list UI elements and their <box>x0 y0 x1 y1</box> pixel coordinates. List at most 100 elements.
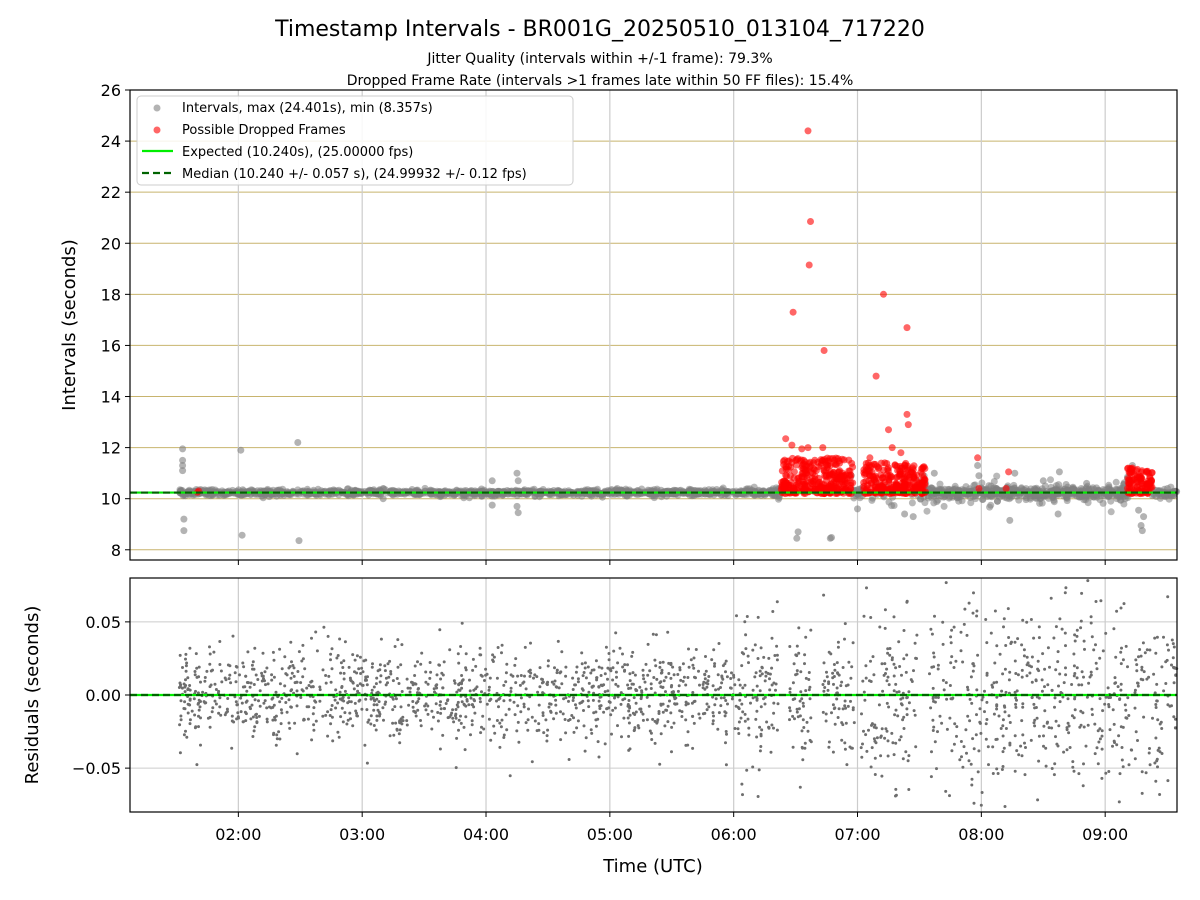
residual-point <box>772 726 775 730</box>
interval-point <box>940 502 948 510</box>
residual-point <box>524 721 528 725</box>
residual-point <box>436 711 440 714</box>
interval-point <box>936 480 944 488</box>
residual-point <box>471 668 475 672</box>
residual-point <box>824 719 828 723</box>
residual-point <box>829 652 833 656</box>
residual-point <box>379 637 383 641</box>
residual-point <box>614 670 618 674</box>
interval-point <box>1006 516 1014 524</box>
residual-point <box>567 719 570 722</box>
dropped-frame-point <box>795 479 803 487</box>
residual-point <box>836 671 839 675</box>
interval-point <box>1008 492 1016 500</box>
residual-point <box>1100 776 1104 780</box>
residual-point <box>560 682 564 686</box>
residual-point <box>280 711 284 715</box>
residual-point <box>847 660 851 664</box>
residual-point <box>1119 662 1123 666</box>
residual-point <box>886 739 890 743</box>
residual-point <box>528 668 532 672</box>
residual-point <box>1043 685 1046 689</box>
residual-point <box>737 707 741 711</box>
residual-point <box>411 700 415 703</box>
residual-point <box>772 681 776 685</box>
residual-point <box>249 717 253 721</box>
residual-point <box>547 705 551 709</box>
dropped-frame-point <box>804 444 812 452</box>
residual-point <box>970 701 974 705</box>
residual-point <box>428 676 432 680</box>
residual-point <box>768 688 772 692</box>
residual-point <box>324 681 328 685</box>
residual-point <box>571 676 575 680</box>
residual-point <box>1118 697 1122 701</box>
residual-point <box>950 697 954 701</box>
residual-point <box>377 700 381 704</box>
residual-point <box>383 664 387 668</box>
residual-point <box>865 749 869 753</box>
residual-point <box>912 669 915 673</box>
residual-point <box>882 673 886 677</box>
residual-point <box>1155 699 1159 703</box>
residual-point <box>985 700 989 704</box>
interval-point <box>178 490 186 498</box>
interval-point <box>514 509 522 517</box>
residual-point <box>1004 690 1008 694</box>
residual-point <box>996 772 1000 775</box>
residual-point <box>679 678 683 682</box>
residual-point <box>873 723 877 727</box>
interval-point <box>493 490 501 498</box>
residual-point <box>1025 620 1029 624</box>
residual-point <box>377 710 381 714</box>
residual-point <box>967 759 971 763</box>
residual-point <box>223 676 227 680</box>
residual-point <box>1164 660 1168 664</box>
residual-point <box>714 697 718 701</box>
residual-point <box>1171 642 1175 646</box>
residual-point <box>340 686 344 689</box>
residual-point <box>587 705 591 709</box>
residual-point <box>654 664 658 668</box>
residual-point <box>318 699 322 703</box>
residual-point <box>537 703 541 707</box>
residual-point <box>1021 705 1025 709</box>
residual-point <box>459 645 463 648</box>
residual-point <box>881 689 885 693</box>
residual-point <box>1100 734 1104 738</box>
residual-point <box>833 722 837 726</box>
residual-point <box>517 740 521 744</box>
residual-point <box>516 720 520 724</box>
residual-point <box>869 765 873 769</box>
residual-point <box>736 727 740 731</box>
residual-point <box>825 675 829 679</box>
residual-point <box>944 581 948 585</box>
residual-point <box>898 738 902 742</box>
residual-point <box>413 674 417 677</box>
residual-point <box>694 648 698 651</box>
residual-point <box>733 683 737 687</box>
residual-point <box>383 669 387 673</box>
residual-point <box>836 640 840 644</box>
residual-point <box>492 724 496 728</box>
residual-point <box>864 664 868 668</box>
residual-point <box>1117 734 1121 738</box>
dropped-frame-point <box>872 372 880 380</box>
residual-point <box>225 707 229 711</box>
residual-point <box>455 736 459 740</box>
residual-point <box>1121 658 1125 662</box>
interval-point <box>1082 493 1090 501</box>
residual-point <box>513 713 517 717</box>
residual-point <box>314 719 318 723</box>
intervals-y-axis-label: Intervals (seconds) <box>59 239 80 411</box>
residual-point <box>301 657 305 661</box>
residual-point <box>193 670 197 673</box>
residual-point <box>301 689 305 693</box>
residual-point <box>1045 721 1049 725</box>
residual-point <box>661 710 665 714</box>
residual-point <box>270 673 274 677</box>
residual-point <box>455 703 459 707</box>
residual-point <box>648 669 652 673</box>
residual-point <box>936 667 940 671</box>
interval-point <box>901 510 909 518</box>
